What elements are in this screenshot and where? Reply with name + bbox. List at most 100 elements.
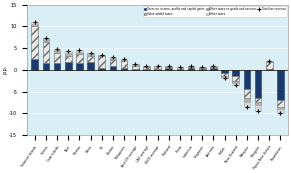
- Bar: [177, 67, 183, 69]
- Point: [222, 76, 227, 79]
- Bar: [221, 73, 228, 75]
- Bar: [277, 107, 284, 109]
- Point: [32, 20, 37, 23]
- Bar: [98, 68, 105, 70]
- Bar: [233, 70, 239, 76]
- Bar: [266, 62, 273, 69]
- Bar: [87, 62, 94, 70]
- Bar: [143, 66, 150, 67]
- Bar: [277, 109, 284, 113]
- Bar: [31, 22, 38, 24]
- Bar: [109, 66, 116, 70]
- Bar: [143, 69, 150, 70]
- Bar: [132, 64, 139, 66]
- Bar: [65, 53, 72, 56]
- Point: [55, 48, 59, 51]
- Bar: [221, 70, 228, 73]
- Bar: [132, 66, 139, 69]
- Bar: [199, 69, 205, 70]
- Bar: [177, 69, 183, 70]
- Bar: [244, 98, 250, 102]
- Bar: [255, 70, 261, 98]
- Point: [267, 60, 272, 63]
- Bar: [65, 51, 72, 53]
- Point: [278, 112, 283, 115]
- Bar: [165, 67, 172, 68]
- Bar: [54, 63, 61, 70]
- Bar: [210, 67, 217, 68]
- Bar: [233, 76, 239, 81]
- Bar: [31, 24, 38, 26]
- Point: [88, 51, 93, 54]
- Point: [256, 110, 260, 112]
- Bar: [277, 70, 284, 100]
- Bar: [65, 56, 72, 62]
- Bar: [98, 55, 105, 56]
- Bar: [121, 68, 127, 70]
- Bar: [42, 42, 49, 63]
- Bar: [132, 69, 139, 70]
- Point: [155, 64, 160, 67]
- Bar: [210, 66, 217, 67]
- Y-axis label: p.p.: p.p.: [3, 65, 8, 75]
- Bar: [143, 67, 150, 69]
- Bar: [188, 68, 194, 70]
- Bar: [244, 102, 250, 107]
- Bar: [233, 83, 239, 85]
- Bar: [255, 105, 261, 111]
- Bar: [199, 68, 205, 69]
- Bar: [266, 69, 273, 70]
- Bar: [76, 50, 83, 52]
- Bar: [87, 56, 94, 62]
- Bar: [87, 53, 94, 56]
- Point: [100, 53, 104, 56]
- Bar: [121, 60, 127, 61]
- Bar: [76, 63, 83, 70]
- Point: [200, 66, 205, 69]
- Bar: [244, 70, 250, 89]
- Point: [122, 58, 126, 61]
- Bar: [255, 102, 261, 105]
- Bar: [109, 57, 116, 58]
- Bar: [221, 75, 228, 77]
- Bar: [121, 61, 127, 68]
- Bar: [221, 77, 228, 78]
- Bar: [76, 54, 83, 63]
- Bar: [199, 67, 205, 68]
- Point: [66, 50, 70, 53]
- Bar: [165, 66, 172, 67]
- Point: [144, 65, 149, 68]
- Bar: [54, 50, 61, 53]
- Bar: [109, 60, 116, 66]
- Point: [244, 105, 249, 108]
- Bar: [188, 67, 194, 68]
- Point: [111, 56, 115, 59]
- Bar: [54, 53, 61, 63]
- Bar: [154, 66, 161, 69]
- Bar: [188, 66, 194, 67]
- Point: [133, 62, 138, 65]
- Bar: [31, 59, 38, 70]
- Bar: [31, 26, 38, 59]
- Bar: [42, 38, 49, 42]
- Point: [189, 65, 194, 67]
- Bar: [165, 68, 172, 70]
- Point: [44, 37, 48, 40]
- Point: [77, 49, 82, 52]
- Bar: [109, 58, 116, 60]
- Bar: [255, 98, 261, 102]
- Bar: [98, 56, 105, 68]
- Bar: [277, 100, 284, 107]
- Legend: Taxes on income, profits and capital gains, Value added taxes, Other taxes on go: Taxes on income, profits and capital gai…: [143, 6, 287, 17]
- Bar: [65, 62, 72, 70]
- Point: [211, 65, 216, 67]
- Bar: [54, 49, 61, 50]
- Bar: [266, 61, 273, 62]
- Point: [166, 65, 171, 67]
- Point: [178, 65, 182, 68]
- Point: [233, 84, 238, 86]
- Bar: [233, 81, 239, 83]
- Bar: [244, 89, 250, 98]
- Bar: [42, 63, 49, 70]
- Bar: [154, 69, 161, 70]
